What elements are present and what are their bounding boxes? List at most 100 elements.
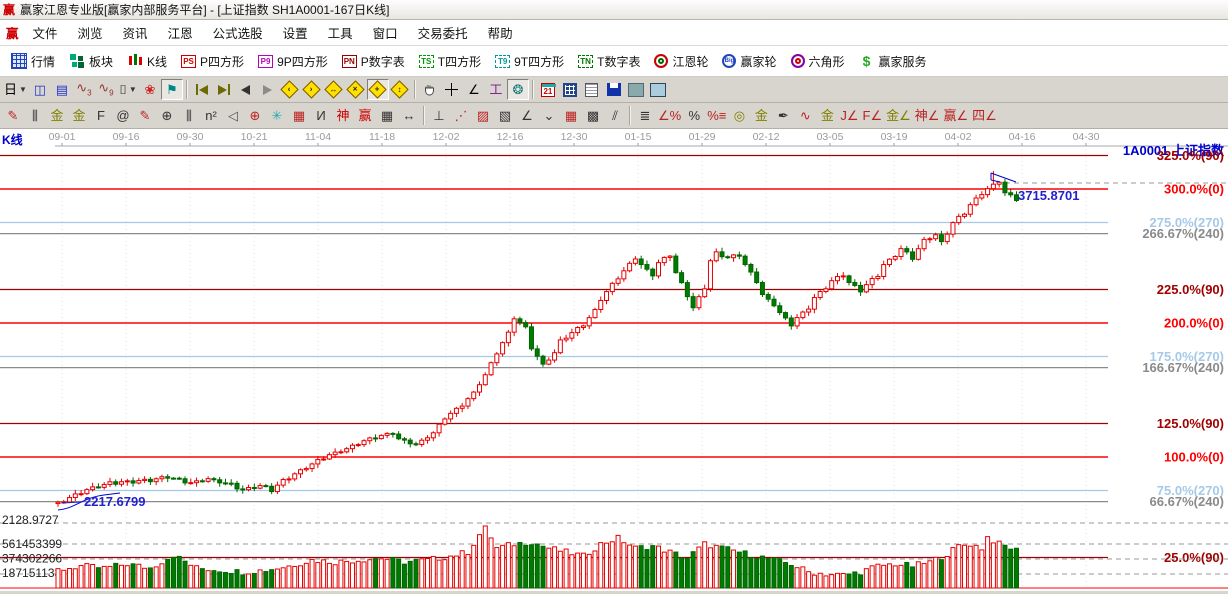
- magic-tool-button[interactable]: 工: [485, 79, 507, 100]
- period-day-button[interactable]: 日 ▼: [2, 79, 29, 100]
- feature-winner-service[interactable]: $ 赢家服务: [852, 49, 934, 73]
- info-clipboard-button[interactable]: ▤: [51, 79, 73, 100]
- zoom-cross-button[interactable]: +: [366, 79, 389, 100]
- pen-tool-button[interactable]: ✎: [2, 105, 24, 126]
- square-pattern-button[interactable]: ▦: [288, 105, 310, 126]
- zoom-in-button[interactable]: ×: [345, 79, 367, 100]
- i-marks-button[interactable]: И: [310, 105, 332, 126]
- feature-kline[interactable]: K线: [120, 49, 174, 73]
- hand-drag-button[interactable]: [419, 79, 441, 100]
- gann-gold-grid-1-button[interactable]: 金: [46, 105, 68, 126]
- kline-chart[interactable]: 09-01 09-16 09-30 10-21 11-04 11-18 12-02 12-16…: [0, 129, 1228, 594]
- menu-item-帮助[interactable]: 帮助: [487, 27, 513, 41]
- spiral-button[interactable]: @: [112, 105, 134, 126]
- first-bar-button[interactable]: [191, 79, 213, 100]
- ruler-ticks-button[interactable]: ⫼: [24, 105, 46, 126]
- circle-ruler-button[interactable]: ⊕: [156, 105, 178, 126]
- feature-p-number-table[interactable]: PN P数字表: [335, 49, 412, 73]
- screenshot-button[interactable]: [625, 79, 647, 100]
- gold-angle-2-button[interactable]: 金∠: [884, 105, 913, 126]
- menu-item-工具[interactable]: 工具: [327, 27, 353, 41]
- shade-box-button[interactable]: ▨: [472, 105, 494, 126]
- volume-series[interactable]: [55, 525, 1019, 589]
- n-square-button[interactable]: n²: [200, 105, 222, 126]
- zoom-left-button[interactable]: ‹: [279, 79, 301, 100]
- feature-quotes[interactable]: 行情: [4, 49, 62, 73]
- zoom-out-button[interactable]: ↕: [389, 79, 411, 100]
- f-angle-button[interactable]: F∠: [861, 105, 885, 126]
- last-bar-button[interactable]: [213, 79, 235, 100]
- width-arrows-button[interactable]: ↔: [398, 105, 420, 126]
- percent-angle-button[interactable]: ∠%: [656, 105, 683, 126]
- feature-gann-wheel[interactable]: 江恩轮: [647, 49, 715, 73]
- four-angle-button[interactable]: 四∠: [970, 105, 999, 126]
- shen-tool-button[interactable]: 神: [332, 105, 354, 126]
- feature-p-square[interactable]: PS P四方形: [174, 49, 251, 73]
- gold-angle-button[interactable]: 金: [816, 105, 838, 126]
- menu-item-江恩[interactable]: 江恩: [167, 27, 193, 41]
- menu-item-浏览[interactable]: 浏览: [77, 27, 103, 41]
- fan-lines-button[interactable]: ⋰: [450, 105, 472, 126]
- feature-winner-wheel[interactable]: Big 赢家轮: [715, 49, 783, 73]
- red-grid-button[interactable]: ▦: [560, 105, 582, 126]
- ying-tool-button[interactable]: 赢: [354, 105, 376, 126]
- beam-tool-button[interactable]: ⊥: [428, 105, 450, 126]
- gann-gold-grid-2-button[interactable]: 金: [68, 105, 90, 126]
- notes-button[interactable]: [581, 79, 603, 100]
- feature-sectors[interactable]: 板块: [62, 49, 120, 73]
- brain-analysis-button[interactable]: ❂: [506, 79, 529, 100]
- wave-9-button[interactable]: ∿9: [95, 79, 117, 100]
- j-angle-button[interactable]: J∠: [838, 105, 860, 126]
- menu-item-文件[interactable]: 文件: [32, 27, 58, 41]
- percent-button[interactable]: %: [683, 105, 705, 126]
- menu-item-窗口[interactable]: 窗口: [372, 27, 398, 41]
- prev-bar-button[interactable]: [235, 79, 257, 100]
- flag-left-button[interactable]: ◁: [222, 105, 244, 126]
- pattern-tool-button[interactable]: ❀: [139, 79, 161, 100]
- percent-lines-button[interactable]: %≡: [705, 105, 728, 126]
- feature-hexagon[interactable]: 六角形: [784, 49, 852, 73]
- candlestick-series[interactable]: [55, 171, 1019, 507]
- gold-lines-button[interactable]: 金: [750, 105, 772, 126]
- wave-3-button[interactable]: ∿3: [73, 79, 95, 100]
- crosshair-button[interactable]: [441, 79, 463, 100]
- calculator-button[interactable]: [559, 79, 581, 100]
- v-check-button[interactable]: ⌄: [538, 105, 560, 126]
- grid-123-button[interactable]: ▦: [376, 105, 398, 126]
- overview-window-button[interactable]: ◫: [29, 79, 51, 100]
- ying-angle-button[interactable]: 赢∠: [941, 105, 970, 126]
- next-bar-button[interactable]: [257, 79, 279, 100]
- angle-lines-button[interactable]: ∠: [516, 105, 538, 126]
- zoom-right-button[interactable]: ›: [301, 79, 323, 100]
- candle-style-button[interactable]: ⌷ ▼: [117, 79, 139, 100]
- system-tool-button[interactable]: [647, 79, 669, 100]
- feature-9p-square[interactable]: P9 9P四方形: [251, 49, 335, 73]
- tick-ruler-button[interactable]: ⫼: [178, 105, 200, 126]
- gold-circle-button[interactable]: ◎: [728, 105, 750, 126]
- angle-measure-button[interactable]: ∠: [463, 79, 485, 100]
- zoom-wider-button[interactable]: ↔: [323, 79, 345, 100]
- gann-line-label: 125.0%(90): [1157, 416, 1224, 431]
- menu-item-资讯[interactable]: 资讯: [122, 27, 148, 41]
- save-button[interactable]: [603, 79, 625, 100]
- wave-lines-button[interactable]: ∿: [794, 105, 816, 126]
- menu-item-设置[interactable]: 设置: [282, 27, 308, 41]
- levels-list-button[interactable]: ≣: [634, 105, 656, 126]
- hatch-box-button[interactable]: ▧: [494, 105, 516, 126]
- shen-angle-button[interactable]: 神∠: [913, 105, 942, 126]
- chart-area[interactable]: 09-01 09-16 09-30 10-21 11-04 11-18 12-02 12-16…: [0, 129, 1228, 594]
- dense-grid-button[interactable]: ▩: [582, 105, 604, 126]
- calendar-button[interactable]: 21: [537, 79, 559, 100]
- star-burst-button[interactable]: ✳: [266, 105, 288, 126]
- indicator-flag-button[interactable]: ⚑: [160, 79, 183, 100]
- feature-9t-square[interactable]: T9 9T四方形: [488, 49, 571, 73]
- ink-pen-button[interactable]: ✒: [772, 105, 794, 126]
- f-ruler-button[interactable]: F: [90, 105, 112, 126]
- menu-item-交易委托[interactable]: 交易委托: [417, 27, 468, 41]
- brush-button[interactable]: ✎: [134, 105, 156, 126]
- menu-item-公式选股[interactable]: 公式选股: [212, 27, 263, 41]
- feature-t-square[interactable]: TS T四方形: [412, 49, 488, 73]
- slash-lines-button[interactable]: ⫽: [604, 105, 626, 126]
- target-circle-button[interactable]: ⊕: [244, 105, 266, 126]
- feature-t-number-table[interactable]: TN T数字表: [571, 49, 647, 73]
